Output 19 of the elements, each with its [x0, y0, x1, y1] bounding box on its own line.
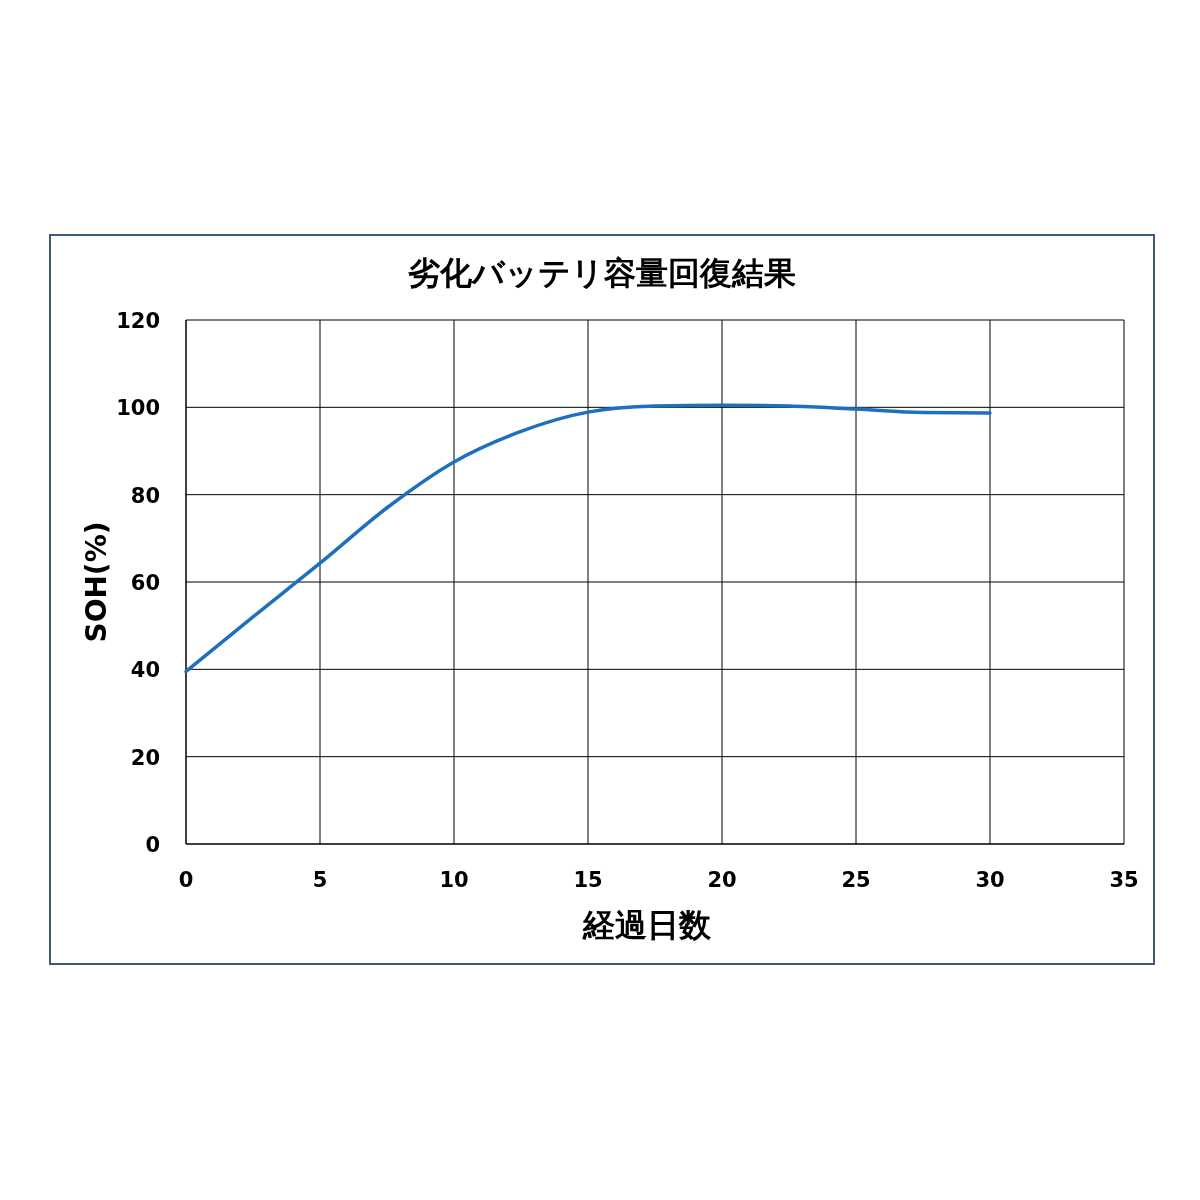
chart-title: 劣化バッテリ容量回復結果	[408, 254, 796, 292]
y-tick-label: 80	[130, 483, 160, 508]
x-tick-label: 30	[975, 868, 1005, 892]
y-axis-title: SOH(%)	[80, 521, 113, 643]
y-tick-label: 0	[145, 833, 160, 857]
x-tick-label: 5	[312, 868, 328, 892]
x-tick-label: 10	[439, 868, 469, 892]
x-tick-label: 35	[1109, 868, 1139, 892]
y-tick-label: 20	[130, 745, 160, 770]
y-tick-label: 120	[116, 309, 160, 333]
y-tick-label: 100	[116, 396, 160, 421]
x-tick-label: 0	[178, 868, 194, 892]
line-series	[184, 403, 992, 674]
y-tick-label: 60	[130, 571, 160, 595]
x-tick-label: 20	[707, 868, 737, 892]
x-axis-title: 経過日数	[582, 906, 712, 944]
x-tick-label: 15	[573, 868, 603, 892]
y-tick-label: 40	[130, 658, 160, 683]
x-tick-label: 25	[841, 868, 871, 892]
